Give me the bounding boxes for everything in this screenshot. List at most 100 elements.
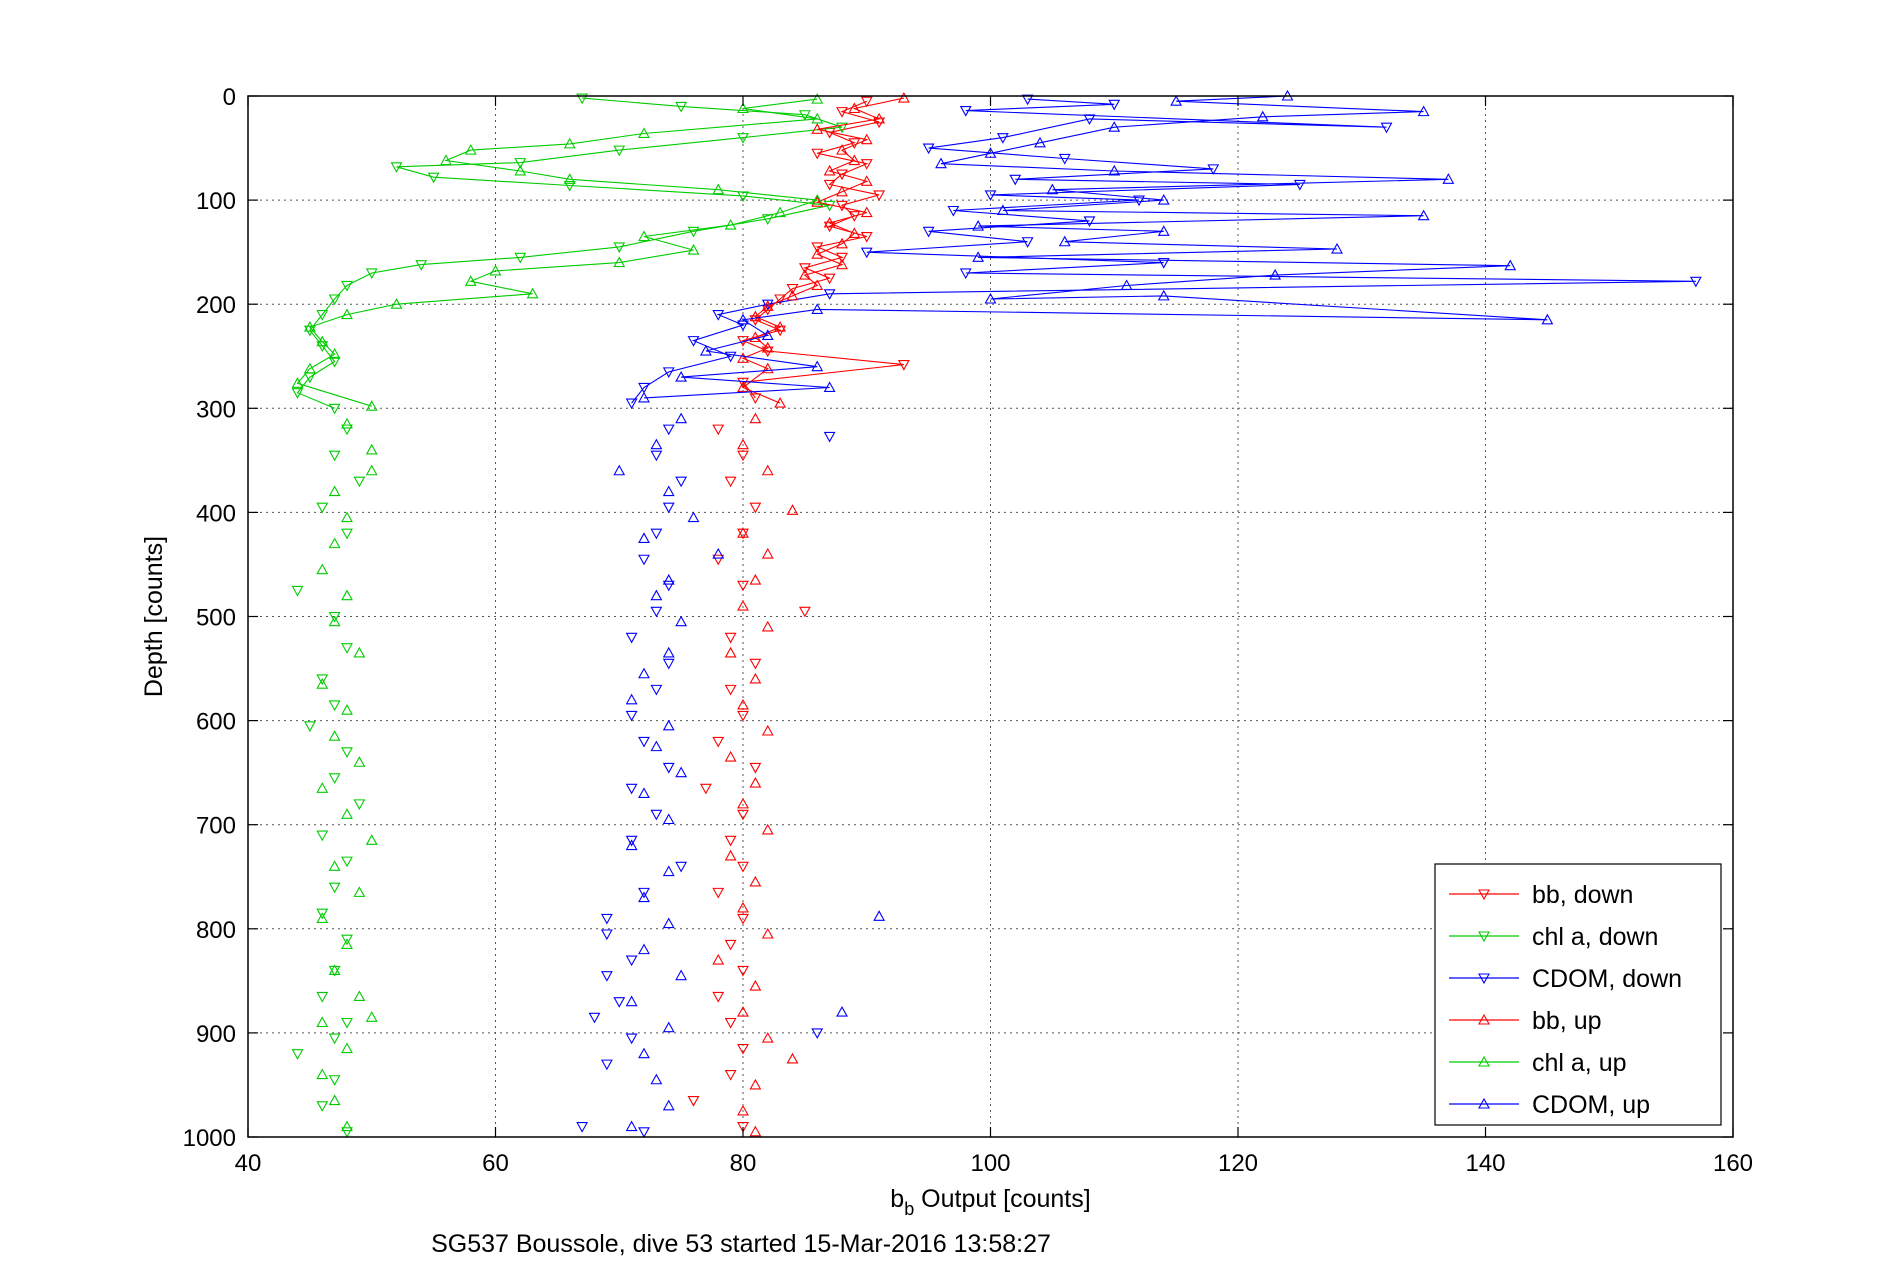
data-point bbox=[749, 658, 762, 670]
data-point bbox=[353, 476, 366, 488]
data-point bbox=[761, 547, 774, 559]
data-point bbox=[650, 589, 663, 601]
data-point bbox=[353, 756, 366, 767]
data-point bbox=[662, 502, 675, 514]
data-point bbox=[996, 133, 1009, 144]
data-point bbox=[712, 547, 725, 559]
data-point bbox=[1442, 173, 1455, 184]
data-point bbox=[341, 280, 353, 292]
data-point bbox=[836, 1005, 848, 1017]
data-point bbox=[774, 320, 787, 332]
data-point bbox=[638, 787, 650, 799]
series-chl-a-down bbox=[291, 93, 848, 1138]
data-point bbox=[588, 1012, 601, 1024]
data-point bbox=[1021, 94, 1034, 106]
data-point bbox=[1256, 110, 1269, 122]
data-point bbox=[724, 1069, 737, 1081]
data-point bbox=[761, 362, 774, 374]
data-point bbox=[328, 450, 341, 462]
data-point bbox=[341, 417, 353, 429]
data-point bbox=[811, 248, 824, 259]
data-point bbox=[811, 303, 824, 314]
data-point bbox=[328, 730, 341, 741]
data-point bbox=[699, 783, 712, 795]
data-point bbox=[316, 310, 329, 321]
data-point bbox=[811, 193, 824, 205]
data-point bbox=[625, 835, 638, 847]
data-point bbox=[341, 308, 353, 320]
data-point bbox=[328, 860, 341, 871]
data-point bbox=[712, 887, 725, 899]
data-point bbox=[316, 782, 329, 793]
legend-marker bbox=[1478, 973, 1490, 985]
legend-marker bbox=[1478, 1013, 1490, 1025]
y-tick-label: 900 bbox=[196, 1021, 236, 1048]
data-point bbox=[291, 1049, 304, 1060]
legend-label: CDOM, up bbox=[1532, 1091, 1650, 1119]
data-point bbox=[811, 148, 824, 160]
data-point bbox=[675, 615, 688, 627]
x-axis-label: bb Output [counts] bbox=[890, 1185, 1090, 1219]
data-point bbox=[1417, 105, 1430, 117]
data-point bbox=[1504, 259, 1517, 271]
data-point bbox=[724, 849, 737, 861]
data-point bbox=[761, 1031, 774, 1043]
data-point bbox=[1046, 183, 1059, 195]
data-point bbox=[341, 747, 353, 758]
data-point bbox=[675, 370, 688, 382]
data-point bbox=[798, 110, 811, 121]
data-point bbox=[341, 808, 353, 819]
y-tick-label: 200 bbox=[196, 292, 236, 319]
data-point bbox=[328, 1094, 341, 1106]
data-point bbox=[638, 943, 650, 955]
data-point bbox=[873, 910, 886, 921]
data-point bbox=[464, 275, 477, 286]
data-point bbox=[316, 674, 329, 686]
data-point bbox=[316, 335, 329, 347]
data-point bbox=[625, 632, 638, 644]
legend-label: bb, down bbox=[1532, 881, 1633, 909]
x-tick-label: 80 bbox=[730, 1150, 757, 1177]
data-point bbox=[1293, 179, 1306, 191]
data-point bbox=[365, 400, 378, 411]
data-point bbox=[1157, 289, 1170, 301]
data-point bbox=[860, 206, 873, 218]
data-point bbox=[489, 264, 502, 276]
data-point bbox=[341, 938, 353, 949]
data-point bbox=[613, 256, 626, 268]
data-point bbox=[625, 839, 638, 851]
data-point bbox=[737, 1005, 749, 1017]
data-point bbox=[724, 750, 737, 762]
data-point bbox=[737, 710, 749, 722]
data-point bbox=[712, 991, 725, 1003]
x-tick-label: 120 bbox=[1218, 1150, 1258, 1177]
data-point bbox=[836, 185, 848, 197]
data-point bbox=[687, 336, 700, 347]
data-point bbox=[836, 122, 848, 134]
data-point bbox=[390, 298, 403, 309]
data-point bbox=[737, 352, 749, 363]
y-tick-label: 400 bbox=[196, 500, 236, 527]
data-point bbox=[662, 917, 675, 929]
data-point bbox=[1269, 268, 1282, 280]
data-point bbox=[737, 1043, 749, 1055]
data-point bbox=[737, 809, 749, 821]
series-cdom-down bbox=[576, 94, 1702, 1138]
data-point bbox=[749, 979, 762, 991]
data-point bbox=[749, 393, 762, 405]
data-point bbox=[1157, 225, 1170, 236]
data-point bbox=[724, 646, 737, 658]
data-point bbox=[724, 218, 737, 230]
data-point bbox=[625, 1033, 638, 1045]
data-point bbox=[774, 396, 787, 408]
data-point bbox=[1120, 279, 1133, 291]
data-point bbox=[922, 143, 935, 155]
x-tick-label: 140 bbox=[1465, 1150, 1505, 1177]
data-point bbox=[625, 783, 638, 795]
data-point bbox=[749, 573, 762, 585]
data-point bbox=[328, 882, 341, 894]
data-point bbox=[724, 476, 737, 488]
data-point bbox=[650, 606, 663, 618]
data-point bbox=[576, 93, 589, 105]
data-point bbox=[749, 502, 762, 514]
